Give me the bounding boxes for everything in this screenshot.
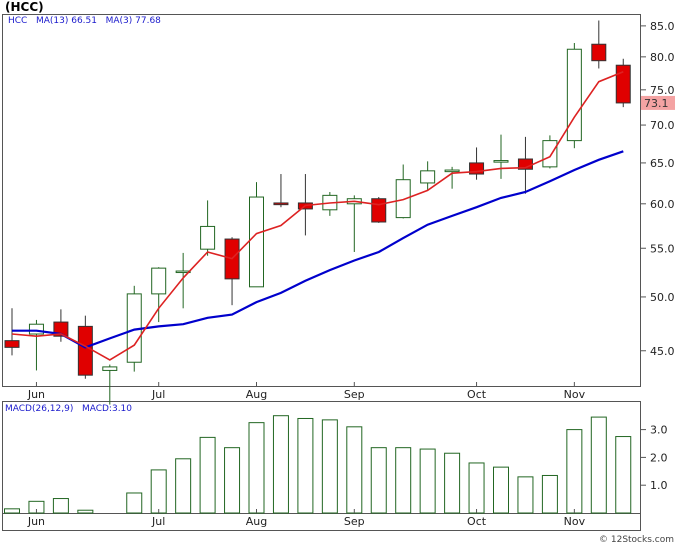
macd-bar [199,436,216,514]
macd-bar [297,417,314,514]
month-label: Sep [344,388,365,401]
macd-bar [517,476,534,514]
candle-body [591,43,607,62]
macd-month-label: Nov [564,515,586,528]
month-label: Jun [27,388,45,401]
macd-legend: MACD(26,12,9) MACD:3.10 [5,404,132,414]
price-y-tick-label: 85.0 [650,20,675,33]
macd-bar [346,426,363,514]
ma3-legend-value: 77.68 [135,16,161,26]
macd-bar [615,436,632,514]
macd-month-label: Jul [151,515,165,528]
price-y-tick-label: 55.0 [650,242,675,255]
macd-bar [126,492,143,514]
macd-bar [370,447,387,514]
candle-body [200,225,216,250]
candle-body [175,270,191,274]
candle-body [615,64,631,104]
price-y-tick-label: 45.0 [650,345,675,358]
macd-bar [395,447,412,514]
macd-month-label: Sep [344,515,365,528]
macd-bar [541,474,558,514]
candle-body [493,160,509,163]
macd-legend-label: MACD(26,12,9) [5,404,74,414]
ma13-line [12,150,624,349]
macd-panel-frame [2,401,641,531]
macd-bar [175,458,192,514]
price-y-tick-label: 60.0 [650,198,675,211]
macd-month-label: Jun [27,515,45,528]
month-label: Jul [151,388,165,401]
macd-bar [419,448,436,514]
price-y-tick-label: 80.0 [650,51,675,64]
macd-bar [444,452,461,514]
macd-month-label: Oct [467,515,487,528]
ma13-legend-value: 66.51 [71,16,97,26]
price-panel-frame [2,14,641,387]
price-y-tick-label: 70.0 [650,119,675,132]
candle-body [420,170,436,184]
candle-body [4,340,20,348]
ma13-legend-label: MA(13) [35,16,69,26]
price-y-tick-label: 75.0 [650,84,675,97]
macd-bar [77,509,94,514]
macd-bar [468,462,485,514]
month-label: Oct [467,388,487,401]
chart-title: (HCC) [5,0,44,14]
candle-body [77,325,93,376]
macd-bar [52,498,69,514]
candle-body [566,48,582,142]
macd-y-tick-label: 1.0 [650,479,668,492]
macd-bar [272,415,289,514]
candle-body [249,196,264,288]
price-y-tick-label: 50.0 [650,291,675,304]
candle-body [371,198,387,223]
site-credit: © 12Stocks.com [599,535,674,545]
candle-body [28,323,44,335]
macd-legend-value: MACD:3.10 [81,404,133,414]
price-y-tick-label: 65.0 [650,157,675,170]
candle-body [395,179,411,219]
macd-bar [150,469,167,514]
macd-y-tick-label: 2.0 [650,451,668,464]
month-label: Aug [246,388,267,401]
ma3-line [11,70,624,361]
candle-body [542,140,558,168]
last-price-value: 73.1 [644,97,669,110]
candle-body [273,202,289,206]
candle-body [102,366,118,371]
macd-month-label: Aug [246,515,267,528]
month-label: Nov [564,388,586,401]
macd-bar [493,466,509,514]
macd-bar [590,416,607,514]
macd-bar [224,447,241,514]
macd-bar [566,429,583,514]
candle-body [444,169,460,173]
macd-bar [248,422,265,514]
candle-body [469,162,485,175]
macd-bar [4,508,20,514]
ma3-legend-label: MA(3) [105,16,133,26]
candle-body [151,267,167,295]
price-legend: HCC MA(13) 66.51 MA(3) 77.68 [8,16,161,26]
macd-y-tick-label: 3.0 [650,424,668,437]
legend-symbol: HCC [8,16,28,26]
last-price-badge: 73.1 [641,95,675,110]
macd-bar [321,419,338,514]
